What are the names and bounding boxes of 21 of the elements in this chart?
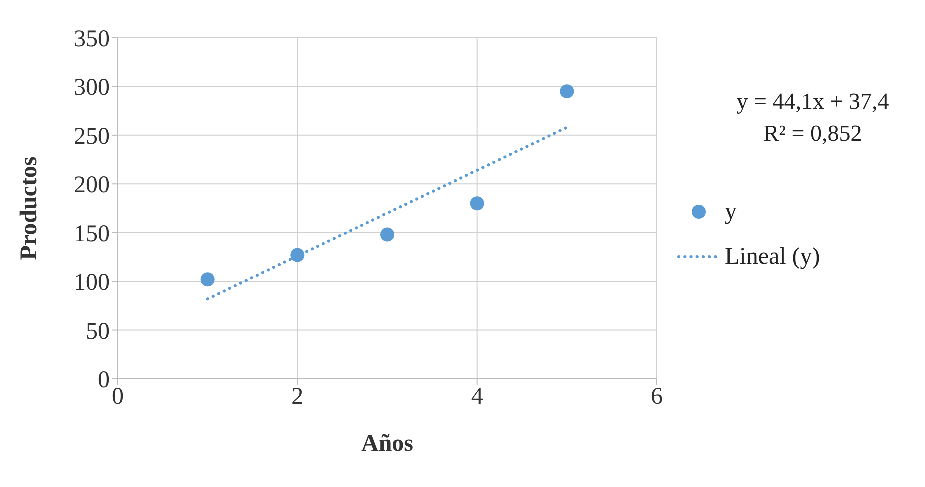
x-axis-title: Años <box>361 431 414 457</box>
legend-label: Lineal (y) <box>725 244 820 270</box>
legend-label: y <box>725 198 737 226</box>
y-tick-label: 50 <box>86 318 110 345</box>
y-tick-label: 200 <box>74 172 110 199</box>
point <box>290 248 305 262</box>
x-tick-label: 2 <box>292 384 304 410</box>
x-tick-label: 4 <box>471 384 484 410</box>
y-tick-label: 300 <box>74 75 110 102</box>
point <box>470 196 484 211</box>
y-tick-label: 250 <box>74 124 110 150</box>
y-tick-label: 100 <box>74 270 110 296</box>
x-tick-label: 6 <box>651 384 663 410</box>
point <box>200 272 215 287</box>
y-axis-title: Productos <box>16 156 43 260</box>
point <box>380 228 394 242</box>
y-tick-label: 350 <box>74 26 110 53</box>
y-tick-label: 0 <box>98 368 110 394</box>
text: y = 44,1x + 37,4 R² = 0,852 <box>736 88 890 148</box>
y-tick-label: 150 <box>74 221 110 248</box>
point <box>560 84 574 99</box>
